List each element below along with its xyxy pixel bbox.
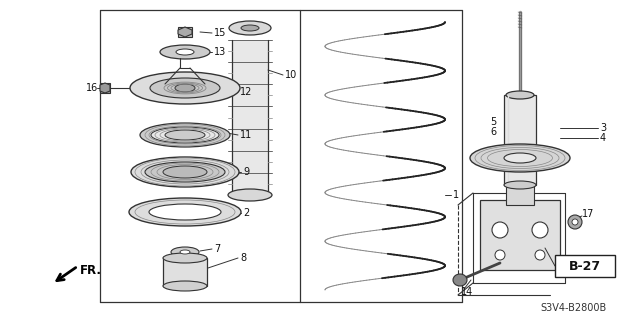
Ellipse shape (568, 215, 582, 229)
Text: 11: 11 (240, 130, 252, 140)
Text: 7: 7 (214, 244, 220, 254)
Text: 16: 16 (86, 83, 99, 93)
Ellipse shape (504, 153, 536, 163)
Ellipse shape (175, 84, 195, 92)
Polygon shape (100, 83, 110, 93)
Text: 14: 14 (461, 287, 473, 297)
Ellipse shape (495, 250, 505, 260)
Text: 8: 8 (240, 253, 246, 263)
Bar (163, 258, 207, 286)
Ellipse shape (131, 157, 239, 187)
Ellipse shape (160, 45, 210, 59)
Bar (506, 185, 534, 205)
Ellipse shape (163, 253, 207, 263)
Bar (232, 40, 268, 62)
Ellipse shape (572, 219, 578, 225)
Ellipse shape (163, 281, 207, 291)
Ellipse shape (535, 250, 545, 260)
Text: 17: 17 (582, 209, 595, 219)
Bar (232, 107, 268, 129)
Ellipse shape (241, 25, 259, 31)
Ellipse shape (176, 49, 194, 55)
Ellipse shape (129, 198, 241, 226)
Ellipse shape (470, 144, 570, 172)
Bar (232, 62, 268, 84)
Text: 15: 15 (214, 28, 227, 38)
Ellipse shape (145, 162, 225, 182)
Ellipse shape (151, 127, 219, 143)
Bar (178, 27, 192, 37)
Ellipse shape (130, 72, 240, 104)
Ellipse shape (492, 222, 508, 238)
Bar (100, 83, 110, 93)
Polygon shape (178, 27, 192, 37)
Ellipse shape (180, 250, 190, 254)
Bar (232, 173, 268, 195)
Bar (555, 255, 615, 277)
Ellipse shape (171, 247, 199, 257)
Text: 4: 4 (600, 133, 606, 143)
Ellipse shape (163, 166, 207, 178)
Text: 13: 13 (214, 47, 227, 57)
Text: 2: 2 (243, 208, 249, 218)
Ellipse shape (165, 130, 205, 140)
Text: 1: 1 (453, 190, 459, 200)
Ellipse shape (504, 181, 536, 189)
Bar (480, 200, 560, 270)
Text: 12: 12 (240, 87, 252, 97)
Ellipse shape (149, 204, 221, 220)
Text: 3: 3 (600, 123, 606, 133)
Text: 9: 9 (243, 167, 249, 177)
Ellipse shape (150, 78, 220, 98)
Ellipse shape (506, 91, 534, 99)
Text: 6: 6 (490, 127, 496, 137)
Bar (232, 129, 268, 151)
Text: 5: 5 (490, 117, 496, 127)
Ellipse shape (532, 222, 548, 238)
Text: B-27: B-27 (569, 259, 601, 272)
Text: FR.: FR. (80, 263, 102, 277)
Bar (232, 151, 268, 173)
Ellipse shape (140, 123, 230, 147)
Bar (232, 84, 268, 107)
Ellipse shape (228, 189, 272, 201)
Ellipse shape (453, 274, 467, 286)
Bar (504, 95, 536, 185)
Text: S3V4-B2800B: S3V4-B2800B (540, 303, 606, 313)
Text: 10: 10 (285, 70, 297, 80)
Ellipse shape (229, 21, 271, 35)
